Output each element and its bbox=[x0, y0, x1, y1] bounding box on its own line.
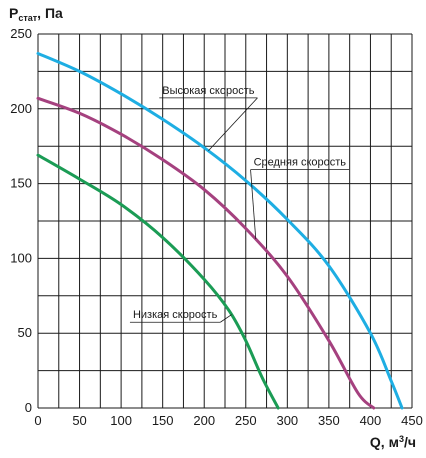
x-tick-label: 400 bbox=[360, 413, 382, 428]
y-tick-label: 100 bbox=[10, 250, 32, 265]
x-tick-label: 250 bbox=[235, 413, 257, 428]
x-axis-title: Q, м3/ч bbox=[370, 434, 416, 450]
series-annotations: Высокая скорость Средняя скорость Низкая с… bbox=[129, 85, 350, 323]
x-tick-label: 0 bbox=[34, 413, 41, 428]
series-curve-low bbox=[36, 153, 280, 410]
series-curve-medium bbox=[36, 96, 376, 410]
series-annotation-label: Средняя скорость bbox=[254, 157, 347, 169]
y-tick-label: 150 bbox=[10, 176, 32, 191]
series-annotation-label: Высокая скорость bbox=[162, 85, 254, 97]
annotation-leader-line bbox=[208, 97, 258, 152]
x-tick-label: 150 bbox=[152, 413, 174, 428]
series-curve-high bbox=[36, 51, 404, 410]
x-tick-label: 300 bbox=[276, 413, 298, 428]
y-tick-label: 200 bbox=[10, 101, 32, 116]
y-axis-title: Pстат, Па bbox=[9, 5, 63, 23]
series-annotation-label: Низкая скорость bbox=[133, 309, 218, 321]
x-tick-label: 200 bbox=[193, 413, 215, 428]
annotation-leader-line bbox=[250, 169, 257, 240]
x-tick-label: 450 bbox=[401, 413, 423, 428]
x-tick-label: 100 bbox=[110, 413, 132, 428]
y-tick-label: 250 bbox=[10, 26, 32, 41]
series-curves bbox=[36, 51, 404, 410]
annotation-leader-line bbox=[220, 314, 232, 323]
tick-labels: 0 50 100 150 200 250 300 350 400 450 0 50 100 150 200 2… bbox=[10, 26, 423, 428]
x-tick-label: 50 bbox=[72, 413, 86, 428]
y-tick-label: 50 bbox=[18, 325, 32, 340]
x-tick-label: 350 bbox=[318, 413, 340, 428]
y-tick-label: 0 bbox=[25, 400, 32, 415]
